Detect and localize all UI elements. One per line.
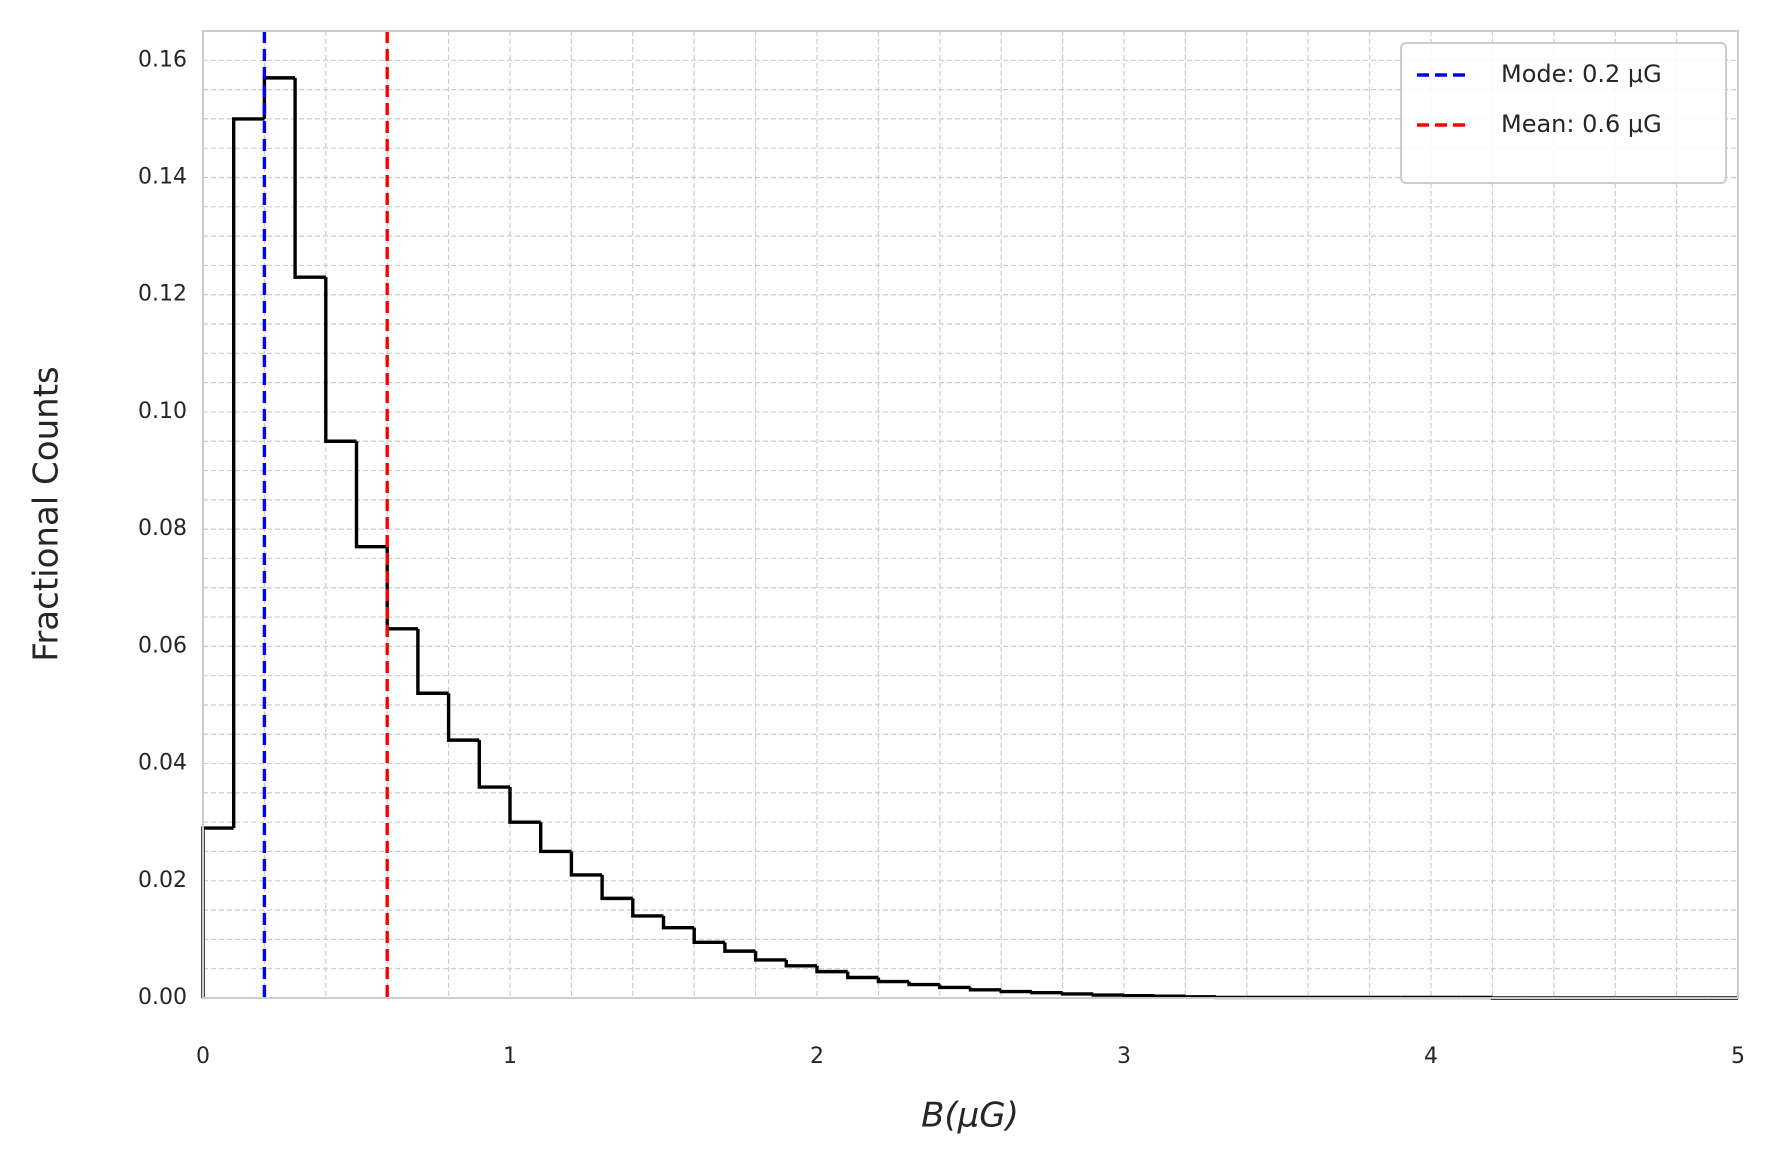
histogram-step — [201, 826, 234, 998]
x-tick-label: 1 — [503, 1044, 517, 1069]
plot-frame — [202, 30, 1739, 999]
histogram-step — [416, 628, 449, 695]
histogram-step — [907, 981, 940, 987]
legend-box — [1400, 42, 1727, 184]
legend-label: Mean: 0.6 μG — [1501, 110, 1662, 138]
histogram-step — [815, 965, 848, 974]
y-tick-label: 0.08 — [138, 516, 187, 541]
x-tick-label: 5 — [1731, 1044, 1745, 1069]
histogram-step — [1030, 991, 1063, 995]
y-tick-label: 0.04 — [138, 751, 187, 776]
histogram-step — [508, 787, 541, 824]
histogram-step — [600, 874, 633, 901]
histogram-step — [539, 822, 572, 854]
histogram-step — [1091, 993, 1124, 997]
histogram-step — [999, 989, 1032, 994]
histogram-step — [232, 117, 265, 829]
y-tick-label: 0.10 — [138, 399, 187, 424]
x-tick-label: 0 — [196, 1044, 210, 1069]
histogram-step — [968, 987, 1002, 992]
y-tick-label: 0.16 — [138, 47, 187, 72]
histogram-step — [1183, 995, 1217, 999]
histogram-step — [569, 851, 603, 877]
x-tick-label: 4 — [1424, 1044, 1438, 1069]
y-tick-label: 0.00 — [138, 985, 187, 1010]
x-tick-label: 3 — [1117, 1044, 1131, 1069]
histogram-step — [324, 277, 357, 443]
histogram-step — [631, 898, 664, 918]
histogram-step — [661, 915, 695, 930]
histogram-step — [262, 76, 296, 119]
histogram-step — [753, 951, 787, 962]
histogram-step — [784, 959, 817, 968]
histogram-step — [846, 971, 879, 980]
histogram-step — [938, 984, 971, 990]
y-tick-label: 0.06 — [138, 633, 187, 658]
histogram-step — [1122, 993, 1155, 998]
histogram-step — [446, 693, 480, 742]
histogram-step — [354, 441, 388, 549]
histogram-step — [293, 77, 326, 279]
y-axis-label: Fractional Counts — [27, 366, 67, 662]
histogram-step — [723, 942, 756, 953]
histogram-step — [1153, 994, 1186, 998]
legend-label: Mode: 0.2 μG — [1501, 60, 1662, 88]
histogram-step — [1060, 992, 1094, 996]
y-tick-label: 0.02 — [138, 868, 187, 893]
x-tick-label: 2 — [810, 1044, 824, 1069]
y-tick-label: 0.14 — [138, 165, 187, 190]
x-axis-label: B(μG) — [921, 1096, 1019, 1136]
histogram-step — [477, 740, 510, 789]
histogram-step — [692, 927, 725, 945]
histogram-step — [876, 977, 910, 984]
y-tick-label: 0.12 — [138, 282, 187, 307]
